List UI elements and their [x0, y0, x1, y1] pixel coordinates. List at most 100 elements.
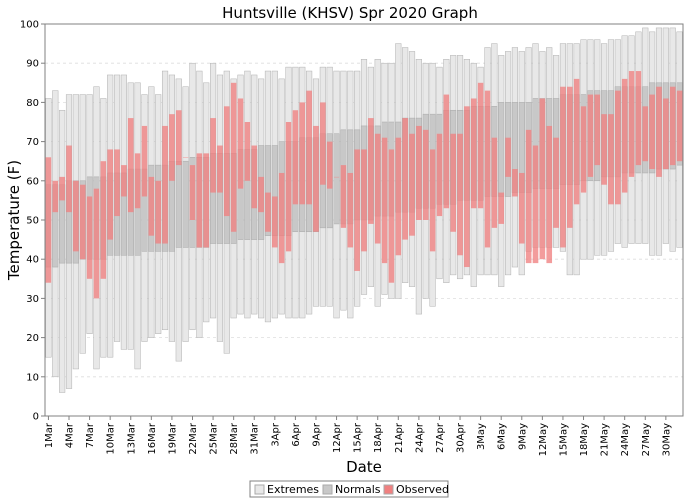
observed-bar [134, 153, 141, 209]
observed-bar [539, 98, 546, 260]
observed-bar [656, 86, 662, 177]
observed-bar [299, 102, 306, 205]
observed-bar [676, 90, 683, 162]
x-tick-label: 9Apr [311, 422, 322, 447]
observed-bar [223, 106, 230, 217]
observed-bar [148, 176, 155, 236]
observed-bar [127, 118, 134, 213]
x-tick-label: 3May [476, 423, 487, 450]
x-tick-label: 22Mar [188, 422, 199, 454]
observed-bar [175, 110, 182, 166]
observed-bar [79, 184, 86, 260]
x-tick-label: 15Apr [353, 422, 364, 453]
observed-bar [491, 137, 498, 228]
observed-bar [237, 98, 244, 189]
x-tick-label: 21Apr [394, 422, 405, 453]
y-axis: 0 10 20 30 40 50 60 70 80 90 100 [20, 20, 45, 423]
observed-bar [546, 125, 553, 264]
observed-bar [141, 125, 148, 197]
observed-bar [347, 172, 354, 248]
observed-bar [230, 82, 237, 232]
observed-bar [354, 149, 360, 271]
x-tick-label: 31Mar [250, 422, 261, 454]
observed-bar [663, 98, 669, 170]
observed-bar [114, 149, 120, 217]
observed-bar [409, 133, 415, 236]
observed-bar [244, 122, 251, 181]
normals-bar [182, 160, 189, 248]
observed-bar [615, 90, 621, 205]
y-axis-label: Temperature (F) [5, 160, 23, 281]
observed-bar [203, 153, 210, 248]
x-tick-label: 12May [538, 423, 549, 456]
observed-bar [313, 125, 319, 232]
observed-bar [642, 106, 649, 162]
normals-bar [175, 160, 182, 248]
legend-label-observed: Observed [396, 483, 449, 496]
observed-bar [464, 106, 470, 268]
y-tick-label: 40 [26, 255, 39, 266]
observed-bar [566, 86, 573, 228]
observed-bar [484, 90, 491, 248]
legend-swatch-normals [322, 484, 333, 495]
y-tick-label: 20 [26, 333, 39, 344]
y-tick-label: 100 [20, 20, 39, 31]
observed-bar [292, 110, 299, 205]
y-tick-label: 0 [33, 412, 39, 423]
observed-bar [477, 82, 484, 209]
x-tick-label: 6Apr [291, 422, 302, 447]
observed-bar [272, 196, 278, 248]
observed-bar [258, 176, 264, 213]
observed-bar [251, 145, 258, 209]
legend-label-extremes: Extremes [267, 483, 319, 496]
x-tick-label: 18May [579, 423, 590, 456]
x-tick-label: 27Apr [435, 422, 446, 453]
x-tick-label: 24May [620, 423, 631, 456]
observed-bar [525, 129, 532, 264]
observed-bar [402, 118, 408, 240]
observed-bar [608, 114, 614, 205]
observed-bar [182, 157, 189, 158]
observed-bar [587, 94, 594, 177]
x-tick-label: 18Apr [373, 422, 384, 453]
observed-bar [594, 94, 601, 166]
x-axis: 1Mar 4Mar 7Mar 10Mar 13Mar 16Mar 19Mar 22Mar 25M… [44, 416, 672, 456]
x-tick-label: 24Apr [414, 422, 425, 453]
observed-bar [429, 149, 436, 252]
observed-bar [573, 78, 580, 205]
observed-bar [368, 118, 374, 224]
normals-bar [498, 102, 505, 197]
observed-bar [374, 133, 381, 244]
observed-bar [93, 188, 100, 299]
legend-label-normals: Normals [335, 483, 381, 496]
observed-bar [422, 129, 429, 220]
x-tick-label: 30Apr [456, 422, 467, 453]
observed-bar [100, 161, 107, 279]
chart-title: Huntsville (KHSV) Spr 2020 Graph [222, 4, 478, 22]
observed-bar [86, 196, 93, 279]
observed-bar [457, 133, 463, 256]
observed-bar [265, 192, 271, 232]
x-tick-label: 25Mar [209, 422, 220, 454]
x-tick-label: 30May [661, 423, 672, 456]
observed-bar [518, 172, 525, 244]
observed-bar [416, 125, 422, 220]
observed-bar [333, 176, 340, 178]
observed-bar [306, 90, 312, 205]
x-tick-label: 1Mar [44, 422, 55, 448]
observed-bar [66, 145, 72, 213]
observed-bar [532, 145, 539, 264]
observed-bar [470, 98, 477, 209]
y-tick-label: 30 [26, 294, 39, 305]
observed-bar [73, 180, 79, 252]
observed-bar [217, 145, 223, 193]
observed-bar [189, 165, 196, 220]
x-tick-label: 10Mar [106, 422, 117, 454]
observed-bar [196, 153, 203, 248]
observed-bar [553, 137, 559, 228]
observed-bar [560, 86, 566, 248]
y-tick-label: 10 [26, 372, 39, 383]
x-axis-label: Date [346, 458, 382, 476]
x-tick-label: 7Mar [85, 422, 96, 448]
observed-bar [498, 192, 505, 224]
